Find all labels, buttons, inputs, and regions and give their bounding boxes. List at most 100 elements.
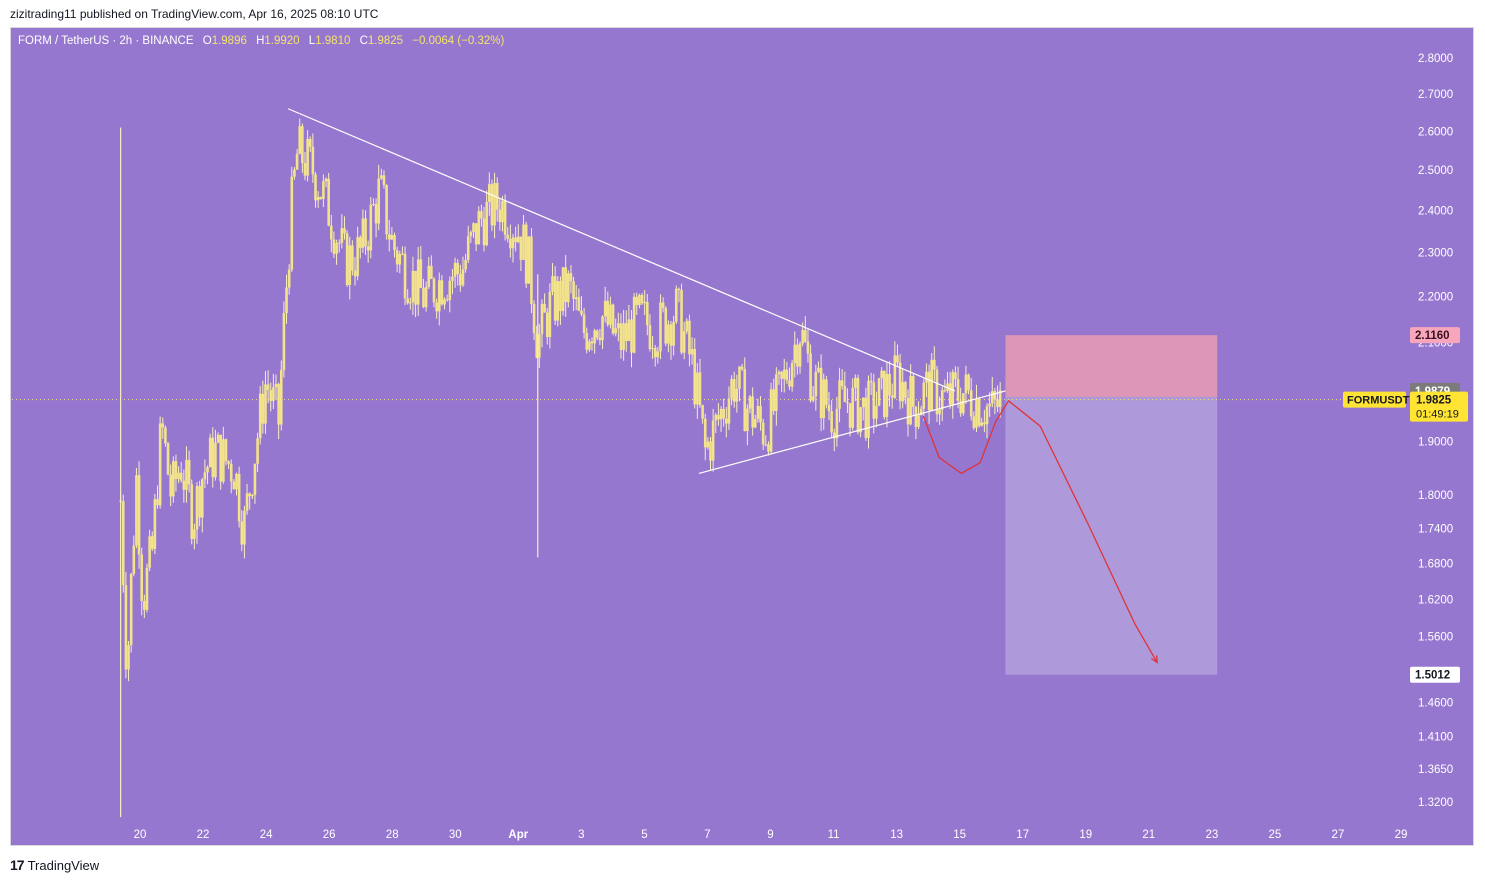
symbol-name[interactable]: FORM / TetherUS · 2h · BINANCE [18, 35, 194, 47]
price-tick-label: 1.8000 [1418, 490, 1453, 502]
candle-body [424, 286, 428, 308]
candle-body [777, 371, 781, 375]
projected-path [922, 400, 1158, 663]
candle-body [272, 387, 275, 401]
candle-body [274, 383, 278, 388]
candle-body [640, 295, 644, 304]
close-value: 1.9825 [367, 35, 404, 47]
candle-body [340, 228, 344, 243]
candle-body [200, 479, 204, 518]
candle-body [193, 529, 196, 540]
candle-body [208, 437, 212, 468]
candle-body [145, 567, 149, 610]
candle-body [690, 349, 694, 355]
candle-body [859, 407, 862, 433]
candle-body [248, 493, 251, 497]
candle-body [872, 382, 876, 419]
candle-body [493, 183, 496, 226]
candle-body [806, 341, 810, 354]
candle-body [656, 351, 660, 358]
candle-body [943, 390, 947, 392]
candle-body [835, 408, 839, 439]
chart-area[interactable] [10, 27, 1474, 846]
candle-body [756, 405, 760, 420]
candle-body [261, 393, 265, 424]
candle-body [825, 379, 828, 405]
candle-body [366, 246, 370, 251]
candle-body [969, 390, 973, 417]
candle-body [219, 434, 223, 482]
candle-body [524, 224, 528, 284]
candle-body [959, 400, 962, 414]
candle-body [843, 386, 847, 402]
date-tick-label: 15 [953, 829, 966, 841]
candle-body [553, 276, 557, 321]
candle-body [343, 228, 346, 234]
candle-body [688, 320, 691, 355]
candle-body [643, 301, 646, 304]
candle-body [245, 493, 249, 511]
candle-body [135, 475, 138, 546]
candle-body [185, 459, 188, 490]
candle-body [290, 176, 294, 270]
candle-body [904, 382, 907, 398]
candle-body [867, 380, 870, 438]
candle-body [595, 330, 599, 338]
date-tick-label: 19 [1079, 829, 1092, 841]
candle-body [495, 183, 499, 210]
candle-body [132, 545, 136, 574]
candle-body [988, 403, 991, 407]
candle-body [559, 281, 562, 312]
candle-body [464, 260, 467, 270]
price-tick-label: 1.3650 [1418, 764, 1453, 776]
candle-body [406, 298, 409, 304]
candle-body [967, 374, 970, 391]
candle-body [622, 323, 625, 350]
candle-body [461, 269, 465, 286]
candle-body [166, 443, 170, 475]
candle-body [277, 383, 280, 425]
candle-body [767, 444, 770, 452]
date-tick-label: 29 [1395, 829, 1408, 841]
candle-body [543, 303, 546, 313]
candle-body [514, 237, 517, 242]
date-tick-label: 11 [828, 829, 840, 841]
candle-body [998, 390, 1002, 408]
candle-body [653, 348, 657, 358]
candle-body [445, 299, 449, 301]
candle-body [545, 312, 549, 337]
date-tick-label: 27 [1332, 829, 1345, 841]
candle-body [822, 379, 826, 419]
candle-body [911, 376, 915, 407]
candle-body [651, 348, 654, 350]
candle-body [611, 304, 615, 334]
candle-body [880, 370, 883, 379]
price-tick-label: 1.6800 [1418, 558, 1453, 570]
candle-body [211, 437, 215, 478]
candle-body [933, 359, 936, 370]
footer-branding[interactable]: 17 TradingView [10, 857, 99, 873]
candle-body [811, 396, 815, 401]
candle-body [129, 573, 133, 646]
price-tick-label: 2.7000 [1418, 89, 1453, 101]
change-value: −0.0064 (−0.32%) [412, 35, 505, 47]
candle-body [480, 211, 483, 219]
candle-body [169, 474, 172, 497]
candle-body [222, 439, 225, 482]
candle-body [804, 330, 807, 342]
candle-body [548, 291, 552, 337]
candle-body [619, 323, 623, 350]
candle-body [235, 473, 238, 490]
candle-body [706, 441, 710, 448]
candle-body [962, 393, 965, 414]
symbol-tag: FORMUSDT [1347, 395, 1410, 407]
price-tick-label: 1.6200 [1418, 594, 1453, 606]
candle-body [893, 355, 897, 398]
candle-body [975, 399, 978, 428]
candle-body [638, 295, 641, 306]
candle-body [703, 418, 707, 448]
candle-body [369, 204, 373, 251]
open-label: O [202, 35, 212, 47]
candle-body [509, 238, 512, 249]
